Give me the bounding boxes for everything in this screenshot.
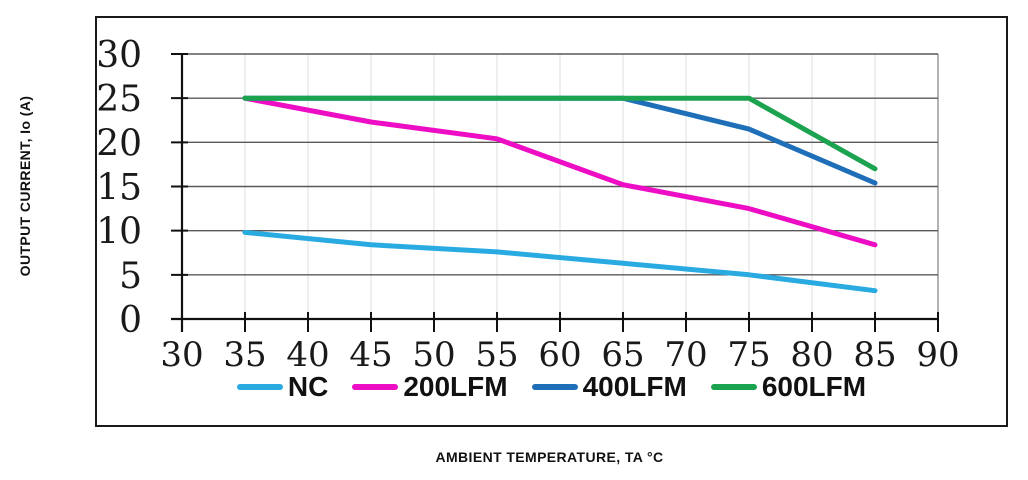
legend-item-600LFM: 600LFM xyxy=(710,371,867,402)
y-tick-label-5: 5 xyxy=(119,256,142,297)
x-tick-label-60: 60 xyxy=(538,335,581,375)
chart-frame: 0 5 10 15 20 25 30 30 35 40 45 50 55 60 65 70 75 80 85 90 N… xyxy=(95,16,1008,427)
series-line-NC xyxy=(242,229,878,294)
x-tick-label-30: 30 xyxy=(160,335,203,375)
x-tick-label-90: 90 xyxy=(916,335,959,375)
x-tick-label-80: 80 xyxy=(790,335,833,375)
y-tick-label-0: 0 xyxy=(119,300,142,341)
legend-label-200LFM: 200LFM xyxy=(403,371,508,402)
y-tick-label-20: 20 xyxy=(97,123,142,164)
legend-item-NC: NC xyxy=(236,371,329,402)
y-tick-label-30: 30 xyxy=(97,35,142,76)
legend-swatch-icon-600LFM xyxy=(710,384,757,390)
series-line-600LFM xyxy=(242,95,878,172)
x-tick-label-35: 35 xyxy=(223,335,266,375)
legend-item-400LFM: 400LFM xyxy=(531,371,687,402)
legend-label-600LFM: 600LFM xyxy=(761,371,867,402)
x-tick-label-65: 65 xyxy=(601,335,644,375)
x-tick-label-45: 45 xyxy=(349,335,392,375)
x-tick-label-70: 70 xyxy=(664,335,707,375)
x-axis-title: AMBIENT TEMPERATURE, TA °C xyxy=(435,449,664,465)
legend-item-200LFM: 200LFM xyxy=(352,371,508,402)
legend-label-400LFM: 400LFM xyxy=(582,371,687,402)
y-tick-label-25: 25 xyxy=(97,79,142,120)
series-line-200LFM xyxy=(242,95,878,248)
x-tick-label-55: 55 xyxy=(475,335,518,375)
y-tick-label-10: 10 xyxy=(97,212,142,253)
x-tick-label-50: 50 xyxy=(412,335,455,375)
x-tick-label-75: 75 xyxy=(727,335,770,375)
legend-swatch-icon-NC xyxy=(236,384,283,390)
x-tick-label-40: 40 xyxy=(286,335,329,375)
x-tick-label-85: 85 xyxy=(853,335,896,375)
y-tick-label-15: 15 xyxy=(97,168,142,209)
legend-label-NC: NC xyxy=(287,371,329,402)
legend-swatch-icon-200LFM xyxy=(352,384,399,390)
y-axis-title: OUTPUT CURRENT, Io (A) xyxy=(17,95,33,277)
legend: NC 200LFM 400LFM 600LFM xyxy=(97,370,1006,404)
legend-swatch-icon-400LFM xyxy=(531,384,578,390)
